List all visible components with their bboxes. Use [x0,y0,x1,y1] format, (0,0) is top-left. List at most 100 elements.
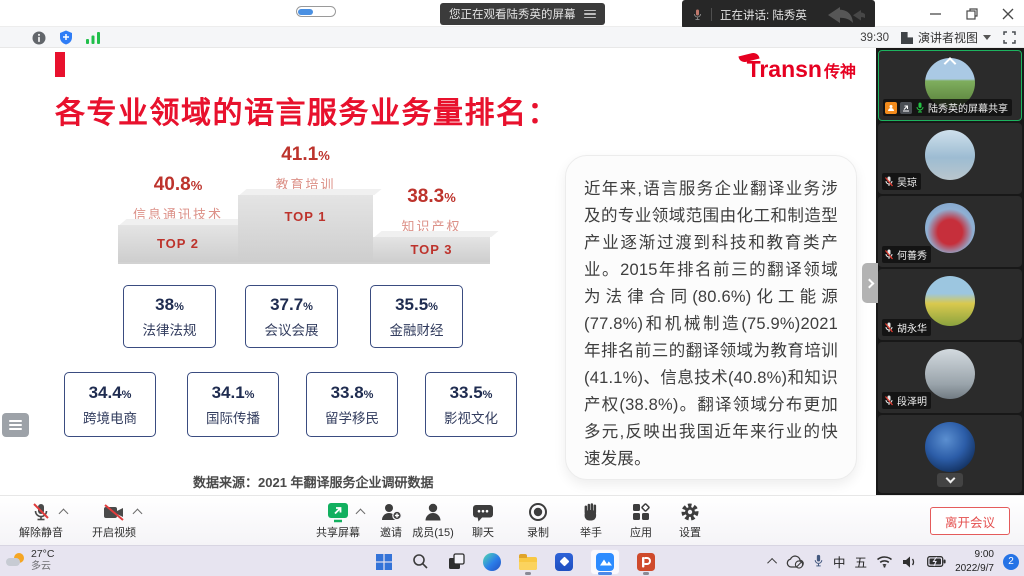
watching-banner: 您正在观看陆秀英的屏幕 [440,3,605,25]
edge-browser-button[interactable] [482,548,502,576]
participant-tile[interactable]: 段泽明 [878,342,1022,413]
field-box-falv: 38% 法律法规 [123,285,216,348]
mic-on-icon [916,102,924,112]
field-label: 金融财经 [389,322,444,338]
mic-muted-icon [885,176,893,186]
tray-mic-icon[interactable] [813,554,824,569]
raise-hand-button[interactable]: 举手 [562,501,620,540]
leave-meeting-button[interactable]: 离开会议 [929,507,1010,535]
chat-button[interactable]: 聊天 [454,501,512,540]
apps-icon [633,503,650,520]
powerpoint-icon [637,552,655,571]
tray-expand-chevron[interactable] [767,557,778,568]
task-view-button[interactable] [446,548,466,576]
host-badge-icon [885,101,897,114]
participant-name: 陆秀英的屏幕共享 [928,104,1008,115]
notification-badge[interactable]: 2 [1003,553,1019,570]
presenting-badge-icon [900,101,912,114]
content-area: Transn 传神 各专业领域的语言服务业务量排名： 40.8% 信息通讯技术 T… [0,48,1024,495]
field-box-jinrong: 35.5% 金融财经 [370,285,463,348]
participant-tile-sharing[interactable]: 陆秀英的屏幕共享 [878,50,1022,121]
participant-tile[interactable] [878,415,1022,493]
clock[interactable]: 9:00 2022/9/7 [955,548,994,575]
layout-view-icon [900,31,913,44]
meeting-app-button[interactable] [590,548,620,575]
slide-description-card: 近年来,语言服务企业翻译业务涉及的专业领域范围由化工和制造型产业逐渐过渡到科技和… [565,155,857,480]
podium-chart: 40.8% 信息通讯技术 TOP 2 41.1% 教育培训 TOP 1 38.3… [118,144,490,264]
view-mode-label: 演讲者视图 [917,31,978,45]
taskbar-search-button[interactable] [410,548,430,576]
windows-logo-icon [376,553,392,570]
banner-menu-icon[interactable] [583,8,596,21]
members-icon [425,503,441,521]
watching-banner-text: 您正在观看陆秀英的屏幕 [449,9,576,21]
share-screen-button[interactable]: 共享屏幕 [309,501,367,540]
titlebar: 您正在观看陆秀英的屏幕 正在讲话: 陆秀英 [0,0,1024,29]
view-mode-caret-icon [983,35,991,40]
record-label: 录制 [527,527,549,539]
field-value: 37.7% [270,294,313,314]
start-button[interactable] [374,548,394,576]
record-button[interactable]: 录制 [509,501,567,540]
start-video-button[interactable]: 开启视频 [85,501,143,540]
restore-button[interactable] [966,7,978,20]
participant-label: 段泽明 [882,392,931,409]
wifi-icon[interactable] [876,555,893,568]
ime-mode-indicator[interactable]: 五 [854,556,868,570]
field-label: 影视文化 [444,410,498,426]
podium-top1: 41.1% 教育培训 TOP 1 [238,144,373,262]
annotation-menu-button[interactable] [2,413,29,437]
view-mode-button[interactable]: 演讲者视图 [900,29,991,46]
fullscreen-icon[interactable] [1003,31,1016,44]
close-button[interactable] [1002,8,1014,20]
ime-language-indicator[interactable]: 中 [833,556,846,570]
invite-icon [382,504,402,521]
weather-icon [6,552,26,569]
speaker-mic-icon [694,9,701,20]
window-controls [930,0,1014,27]
podium-top3: 38.3% 知识产权 TOP 3 [373,186,490,262]
raise-hand-icon [584,503,597,521]
sidebar-collapse-tab[interactable] [862,263,878,303]
share-slider-pill[interactable] [296,6,336,17]
blue-app-button[interactable] [554,548,574,576]
speaker-icon[interactable] [902,555,918,569]
podium-top2: 40.8% 信息通讯技术 TOP 2 [118,174,238,262]
info-icon[interactable] [32,31,46,45]
apps-button[interactable]: 应用 [612,501,670,540]
scroll-down-button[interactable] [937,473,963,487]
battery-icon[interactable] [927,556,946,567]
cloud-sync-icon[interactable] [786,554,804,569]
shared-screen-slide: Transn 传神 各专业领域的语言服务业务量排名： 40.8% 信息通讯技术 T… [0,48,876,495]
settings-button[interactable]: 设置 [661,501,719,540]
record-icon [529,503,547,521]
share-screen-label: 共享屏幕 [316,527,360,539]
settings-gear-icon [681,503,699,521]
security-shield-icon[interactable] [59,30,73,45]
chevron-down-icon [945,473,955,484]
reaction-arrows-icon [827,6,865,23]
members-button[interactable]: 成员(15) [404,501,462,540]
file-explorer-button[interactable] [518,548,538,576]
start-video-label: 开启视频 [92,527,136,539]
field-label: 跨境电商 [83,410,137,426]
unmute-button[interactable]: 解除静音 [12,501,70,540]
unmute-label: 解除静音 [19,527,63,539]
network-signal-icon[interactable] [86,31,101,44]
invite-button[interactable]: 邀请 [362,501,420,540]
meeting-toolbar: 解除静音 开启视频 共享屏幕 邀请 成员(15) 聊天 录制 [0,495,1024,545]
powerpoint-button[interactable] [636,548,656,576]
participant-tile[interactable]: 吴琼 [878,123,1022,194]
field-box-yingshi: 33.5% 影视文化 [425,372,517,437]
field-value: 35.5% [395,294,438,314]
participant-tile[interactable]: 何善秀 [878,196,1022,267]
share-slider-fill [298,8,313,15]
meeting-subbar: 39:30 演讲者视图 [0,27,1024,48]
participant-tile[interactable]: 胡永华 [878,269,1022,340]
task-view-icon [448,553,465,569]
slide-description-text: 近年来,语言服务企业翻译业务涉及的专业领域范围由化工和制造型产业逐渐过渡到科技和… [584,180,838,468]
weather-desc: 多云 [31,561,51,573]
minimize-button[interactable] [930,8,942,20]
weather-widget[interactable]: 27°C 多云 [6,548,54,573]
settings-label: 设置 [679,527,701,539]
